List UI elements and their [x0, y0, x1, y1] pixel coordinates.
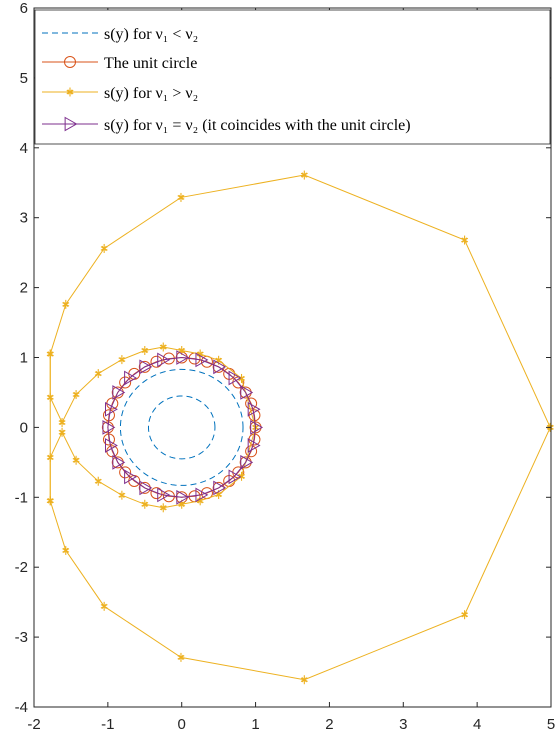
asterisk-marker — [62, 545, 70, 555]
legend-box — [34, 9, 551, 145]
asterisk-marker — [58, 427, 66, 437]
triangle-marker — [176, 350, 190, 365]
y-tick-label: -4 — [15, 699, 28, 716]
series-2 — [46, 170, 554, 685]
x-tick-label: -2 — [27, 716, 40, 733]
asterisk-marker — [461, 610, 469, 620]
series-line — [49, 174, 551, 681]
asterisk-marker — [66, 87, 74, 97]
circle-marker — [245, 445, 258, 458]
legend-label-unit-circle: The unit circle — [104, 55, 197, 72]
x-tick-label: -1 — [101, 716, 114, 733]
triangle-marker — [139, 480, 153, 496]
y-tick-label: 1 — [20, 350, 28, 367]
legend-samples — [42, 32, 98, 132]
triangle-marker — [247, 438, 261, 453]
triangle-marker — [157, 352, 171, 368]
circle-marker — [150, 487, 163, 500]
circle-marker — [64, 56, 76, 68]
asterisk-marker — [46, 392, 54, 402]
asterisk-marker — [238, 373, 246, 383]
asterisk-marker — [178, 346, 186, 356]
y-tick-label: -1 — [15, 489, 28, 506]
asterisk-marker — [196, 349, 204, 359]
triangle-marker — [213, 359, 227, 375]
triangle-marker — [104, 401, 118, 417]
asterisk-marker — [461, 235, 469, 245]
y-tick-label: 5 — [20, 70, 28, 87]
triangle-marker — [240, 454, 254, 470]
triangle-marker — [195, 487, 209, 503]
triangle-marker — [124, 469, 137, 485]
asterisk-marker — [118, 490, 126, 500]
triangle-marker — [139, 359, 153, 375]
x-tick-label: 1 — [251, 716, 259, 733]
triangle-marker — [176, 489, 190, 505]
y-tick-label: 0 — [20, 419, 28, 436]
triangle-marker — [213, 480, 227, 496]
legend-label-nu1-lt-nu2: s(y) for ν₁ < ν₂ — [104, 26, 198, 43]
asterisk-marker — [46, 496, 54, 506]
asterisk-marker — [94, 369, 102, 379]
asterisk-marker — [141, 346, 149, 356]
series-layer — [46, 170, 554, 685]
ticks-layer: -2 -1 0 1 2 3 4 5 -4 -3 -2 -1 0 1 2 3 4 5 6 — [15, 0, 556, 733]
y-tick-label: 6 — [20, 0, 28, 17]
triangle-marker — [240, 385, 254, 400]
y-tick-label: 3 — [20, 210, 28, 227]
triangle-marker — [64, 116, 78, 132]
y-tick-label: -2 — [15, 559, 28, 576]
triangle-marker — [112, 454, 126, 470]
asterisk-marker — [72, 390, 80, 400]
series-4 — [102, 350, 264, 505]
asterisk-marker — [58, 418, 66, 428]
asterisk-marker — [94, 476, 102, 486]
series-line — [147, 395, 216, 460]
legend-label-nu1-eq-nu2: s(y) for ν₁ = ν₂ (it coincides with the … — [104, 117, 411, 134]
circle-marker — [119, 376, 132, 389]
asterisk-marker — [72, 455, 80, 465]
x-tick-label: 3 — [399, 716, 407, 733]
triangle-marker — [228, 469, 242, 485]
series-line — [119, 368, 244, 486]
triangle-marker — [228, 370, 242, 386]
asterisk-marker — [177, 192, 185, 202]
asterisk-marker — [62, 299, 70, 309]
series-line — [107, 356, 257, 498]
asterisk-marker — [196, 496, 204, 506]
x-tick-label: 0 — [178, 716, 186, 733]
triangle-marker — [112, 385, 126, 400]
legend: s(y) for ν₁ < ν₂ The unit circle s(y) fo… — [34, 9, 551, 145]
asterisk-marker — [100, 601, 108, 611]
triangle-marker — [104, 438, 118, 453]
asterisk-marker — [118, 355, 126, 365]
legend-label-nu1-gt-nu2: s(y) for ν₁ > ν₂ — [104, 85, 198, 102]
circle-marker — [150, 355, 163, 368]
asterisk-marker — [159, 503, 167, 513]
x-tick-label: 2 — [325, 716, 333, 733]
asterisk-marker — [300, 170, 308, 180]
triangle-marker — [247, 401, 261, 417]
asterisk-marker — [100, 243, 108, 253]
asterisk-marker — [177, 652, 185, 662]
triangle-marker — [157, 487, 171, 503]
triangle-marker — [102, 420, 116, 435]
x-tick-label: 5 — [547, 716, 555, 733]
y-tick-label: 2 — [20, 280, 28, 297]
triangle-marker — [250, 420, 264, 435]
circle-marker — [119, 466, 132, 479]
triangle-marker — [124, 370, 137, 386]
y-tick-label: -3 — [15, 629, 28, 646]
circle-marker — [245, 397, 258, 410]
triangle-marker — [195, 352, 209, 368]
asterisk-marker — [159, 342, 167, 352]
asterisk-marker — [46, 452, 54, 462]
asterisk-marker — [300, 675, 308, 685]
asterisk-marker — [141, 499, 149, 509]
asterisk-marker — [46, 349, 54, 359]
series-0 — [119, 368, 244, 486]
y-tick-label: 4 — [20, 140, 28, 157]
x-tick-label: 4 — [473, 716, 481, 733]
